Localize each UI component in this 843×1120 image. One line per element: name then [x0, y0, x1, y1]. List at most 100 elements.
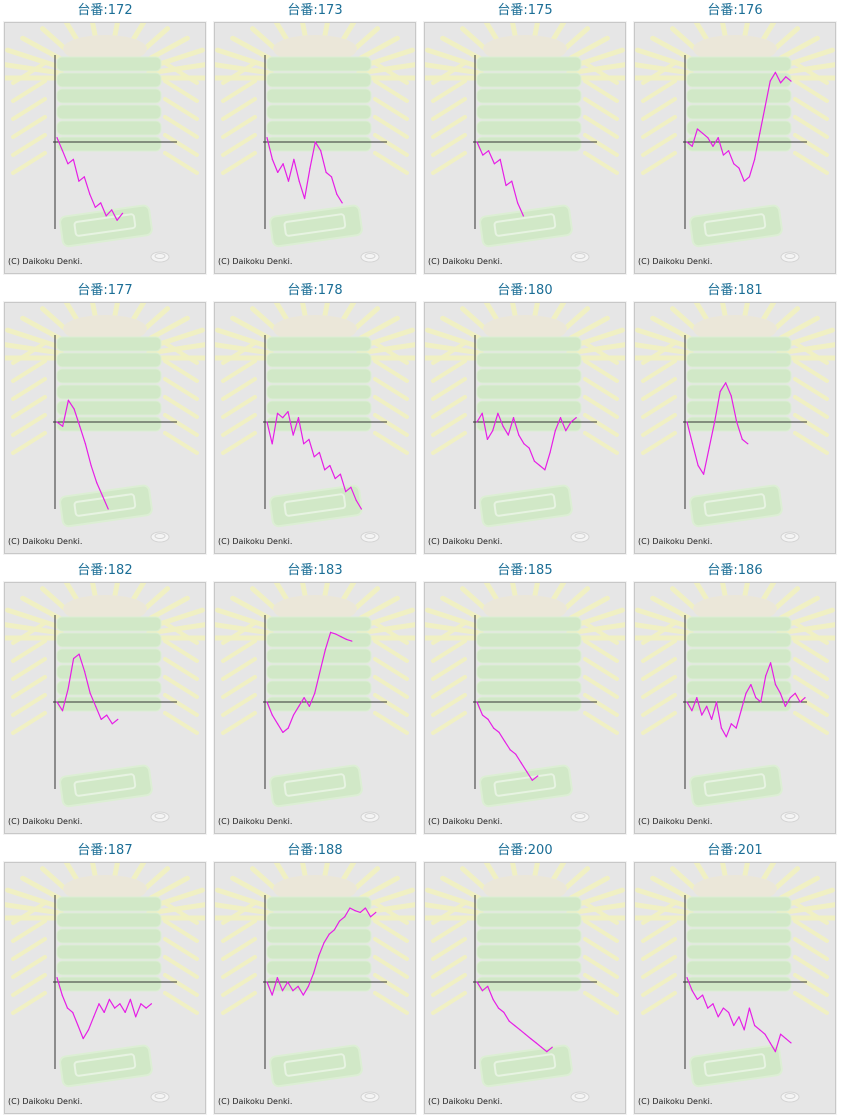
copyright-text: (C) Daikoku Denki. — [638, 817, 713, 826]
chart-cell: 台番:201 (C) Daikoku Denki. — [630, 840, 840, 1120]
data-point — [334, 477, 336, 480]
data-point — [551, 1046, 553, 1048]
data-point — [790, 80, 792, 82]
data-point — [56, 977, 58, 979]
data-point — [67, 163, 69, 165]
coin-icon — [570, 531, 590, 543]
data-point — [302, 994, 304, 996]
data-point — [287, 727, 289, 729]
data-point — [82, 1037, 84, 1040]
chart-cell: 台番:178 (C) Daikoku Denki. — [210, 280, 420, 560]
data-point — [114, 1007, 116, 1009]
data-point — [531, 779, 533, 781]
data-point — [520, 762, 522, 764]
chart-panel: (C) Daikoku Denki. — [424, 302, 626, 554]
coin-icon — [570, 1091, 590, 1103]
chart-panel: (C) Daikoku Denki. — [634, 22, 836, 274]
data-point — [481, 990, 483, 992]
data-point — [482, 154, 484, 156]
data-point — [790, 1042, 792, 1044]
data-point — [764, 1033, 766, 1035]
copyright-text: (C) Daikoku Denki. — [218, 817, 293, 826]
data-point — [303, 697, 305, 699]
data-point — [370, 916, 372, 918]
coin-icon — [570, 811, 590, 823]
chart-cell: 台番:172 (C) Daikoku Denki. — [0, 0, 210, 280]
data-point — [329, 464, 331, 467]
chart-title: 台番:186 — [707, 563, 763, 578]
data-point — [476, 141, 478, 143]
data-point — [708, 447, 710, 449]
data-point — [89, 193, 91, 195]
data-point — [108, 998, 111, 1000]
data-point — [313, 456, 315, 458]
data-point — [748, 176, 750, 178]
machine-watermark-icon — [635, 23, 835, 248]
data-point — [105, 215, 107, 217]
copyright-text: (C) Daikoku Denki. — [428, 1097, 503, 1106]
data-point — [129, 998, 132, 1000]
data-point — [540, 1046, 543, 1048]
machine-watermark-icon — [635, 863, 835, 1088]
data-point — [498, 731, 500, 734]
data-point — [706, 705, 708, 707]
data-point — [476, 981, 478, 983]
chart-title: 台番:183 — [287, 563, 343, 578]
chart-cell: 台番:200 (C) Daikoku Denki. — [420, 840, 630, 1120]
machine-watermark-icon — [425, 303, 625, 528]
data-point — [707, 137, 709, 139]
machine-watermark-icon — [635, 583, 835, 808]
data-point — [56, 137, 58, 139]
data-point — [785, 1037, 787, 1040]
data-point — [691, 145, 693, 147]
data-point — [517, 202, 519, 204]
data-point — [487, 718, 489, 720]
machine-watermark-icon — [215, 583, 415, 808]
data-point — [554, 430, 556, 432]
data-point — [730, 723, 732, 725]
data-point — [351, 640, 353, 642]
data-point — [375, 911, 377, 913]
data-point — [314, 692, 316, 694]
data-point — [712, 145, 714, 147]
data-point — [750, 684, 752, 686]
data-series-line — [476, 412, 577, 471]
data-point — [738, 1016, 740, 1018]
data-point — [765, 675, 767, 677]
data-point — [686, 977, 688, 979]
data-point — [522, 215, 524, 217]
data-point — [116, 219, 118, 221]
data-point — [140, 1003, 142, 1005]
data-point — [565, 430, 567, 432]
chart-title: 台番:182 — [77, 563, 133, 578]
chart-panel: (C) Daikoku Denki. — [424, 582, 626, 834]
slump-graph — [635, 303, 835, 543]
coin-icon — [780, 1091, 800, 1103]
data-point — [340, 636, 342, 638]
data-point — [519, 1029, 521, 1031]
data-point — [100, 718, 102, 720]
chart-cell: 台番:181 (C) Daikoku Denki. — [630, 280, 840, 560]
data-point — [707, 1007, 709, 1009]
data-point — [90, 464, 92, 467]
slump-graph — [215, 583, 415, 823]
data-point — [89, 692, 91, 694]
data-point — [743, 180, 745, 182]
data-point — [740, 710, 742, 712]
data-point — [84, 670, 86, 673]
data-point — [287, 410, 289, 413]
data-point — [754, 1024, 756, 1027]
machine-watermark-icon — [215, 23, 415, 248]
copyright-text: (C) Daikoku Denki. — [218, 257, 293, 266]
data-point — [106, 714, 108, 716]
data-point — [508, 1020, 510, 1022]
data-point — [486, 438, 489, 440]
data-point — [755, 697, 757, 699]
coin-icon — [570, 251, 590, 263]
data-point — [512, 417, 515, 419]
data-point — [282, 417, 284, 419]
data-point — [774, 684, 777, 686]
data-point — [320, 150, 322, 152]
coin-icon — [150, 1091, 170, 1103]
copyright-text: (C) Daikoku Denki. — [8, 537, 83, 546]
